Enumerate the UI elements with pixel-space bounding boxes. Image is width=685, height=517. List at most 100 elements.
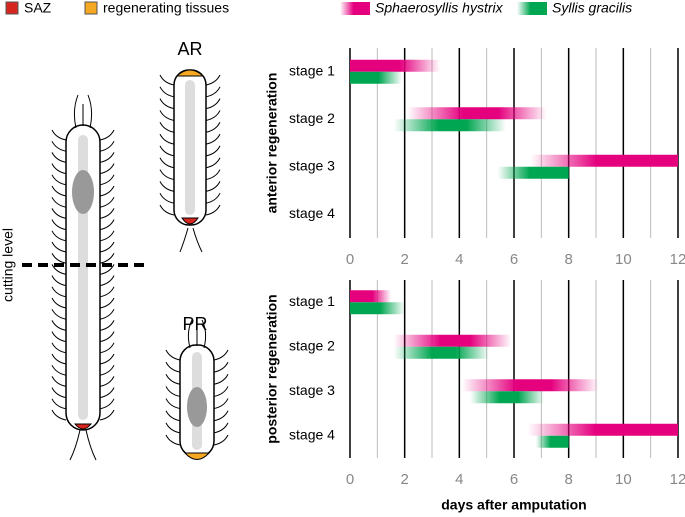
stage-label: stage 1 — [289, 62, 335, 78]
range-bar — [350, 71, 402, 84]
bristle — [51, 275, 67, 287]
bristle — [213, 410, 229, 422]
range-bar — [462, 379, 599, 392]
bristle — [159, 145, 175, 157]
legend-label: Sphaerosyllis hystrix — [375, 0, 504, 16]
bristle — [165, 349, 181, 361]
range-bar — [497, 166, 569, 179]
range-bar — [470, 391, 545, 404]
bristle — [165, 361, 181, 373]
bristle — [99, 331, 115, 343]
y-axis-label: posterior regeneration — [264, 294, 280, 443]
range-bar — [527, 423, 678, 436]
cirri — [179, 227, 203, 253]
bristle — [51, 208, 67, 219]
bristle — [51, 398, 67, 410]
bristle — [51, 376, 67, 387]
whole-worm — [65, 94, 101, 461]
bristle — [99, 286, 115, 298]
bristle — [99, 230, 115, 242]
x-tick-label: 2 — [400, 251, 408, 268]
bristle — [159, 110, 175, 121]
bristle — [51, 230, 67, 242]
saz-label: SAZ — [24, 0, 52, 16]
bristle — [51, 241, 67, 253]
bristle — [51, 342, 67, 354]
x-tick-label: 6 — [510, 471, 518, 488]
range-bar — [350, 59, 441, 72]
bristle — [99, 241, 115, 253]
bristle — [99, 152, 115, 163]
bristle — [99, 163, 115, 175]
x-tick-label: 10 — [615, 251, 632, 268]
x-tick-label: 8 — [564, 471, 572, 488]
range-bar — [350, 302, 405, 315]
stage-label: stage 1 — [289, 293, 335, 309]
bristle — [213, 374, 229, 385]
bristle — [99, 219, 115, 231]
bristle — [205, 74, 221, 86]
stage-label: stage 2 — [289, 110, 335, 126]
bristle — [51, 331, 67, 343]
cutting-label: cutting level — [0, 228, 16, 302]
bristle — [205, 169, 221, 181]
bristle — [205, 181, 221, 192]
x-tick-label: 2 — [400, 471, 408, 488]
bristle — [205, 157, 221, 169]
bristle — [51, 286, 67, 298]
bristle — [205, 145, 221, 157]
bristle — [51, 308, 67, 320]
bristle — [51, 174, 67, 186]
cirri — [187, 319, 207, 349]
bristle — [99, 320, 115, 331]
bristle — [159, 157, 175, 169]
bristle — [99, 398, 115, 410]
bristle — [51, 196, 67, 208]
bristle — [99, 364, 115, 376]
regenerating-tissue — [175, 69, 205, 77]
bristle — [165, 410, 181, 422]
bristle — [159, 133, 175, 145]
x-tick-label: 0 — [346, 251, 354, 268]
bristle — [213, 361, 229, 373]
range-bar — [393, 334, 512, 347]
bristle — [99, 129, 115, 141]
bristle — [51, 409, 67, 421]
range-bar — [393, 119, 506, 132]
range-bar — [535, 435, 569, 448]
regenerating-tissue — [183, 452, 211, 460]
stage-label: stage 3 — [289, 157, 335, 173]
bristle — [159, 204, 175, 216]
bristle — [205, 192, 221, 204]
bristle — [205, 98, 221, 110]
saz — [73, 423, 93, 430]
bristle — [213, 386, 229, 397]
bristle — [51, 264, 67, 275]
bristle — [99, 376, 115, 387]
bristle — [51, 152, 67, 163]
bristle — [99, 409, 115, 421]
bristle — [165, 386, 181, 397]
bristle — [159, 181, 175, 192]
bristle — [51, 219, 67, 231]
bristle — [51, 252, 67, 264]
bristle — [205, 204, 221, 216]
bristle — [159, 98, 175, 110]
legend-label: Syllis gracilis — [552, 0, 632, 16]
bristle — [99, 297, 115, 309]
bristle — [51, 297, 67, 309]
bristle — [51, 163, 67, 175]
regen-swatch — [84, 1, 98, 15]
gut — [185, 80, 195, 215]
bristle — [213, 349, 229, 361]
bristle — [99, 308, 115, 320]
bristle — [51, 364, 67, 376]
bristle — [99, 208, 115, 219]
pharynx — [187, 387, 207, 427]
x-tick-label: 4 — [455, 471, 463, 488]
x-tick-label: 12 — [670, 471, 685, 488]
bristle — [99, 342, 115, 354]
bristle — [99, 196, 115, 208]
bristle — [99, 174, 115, 186]
